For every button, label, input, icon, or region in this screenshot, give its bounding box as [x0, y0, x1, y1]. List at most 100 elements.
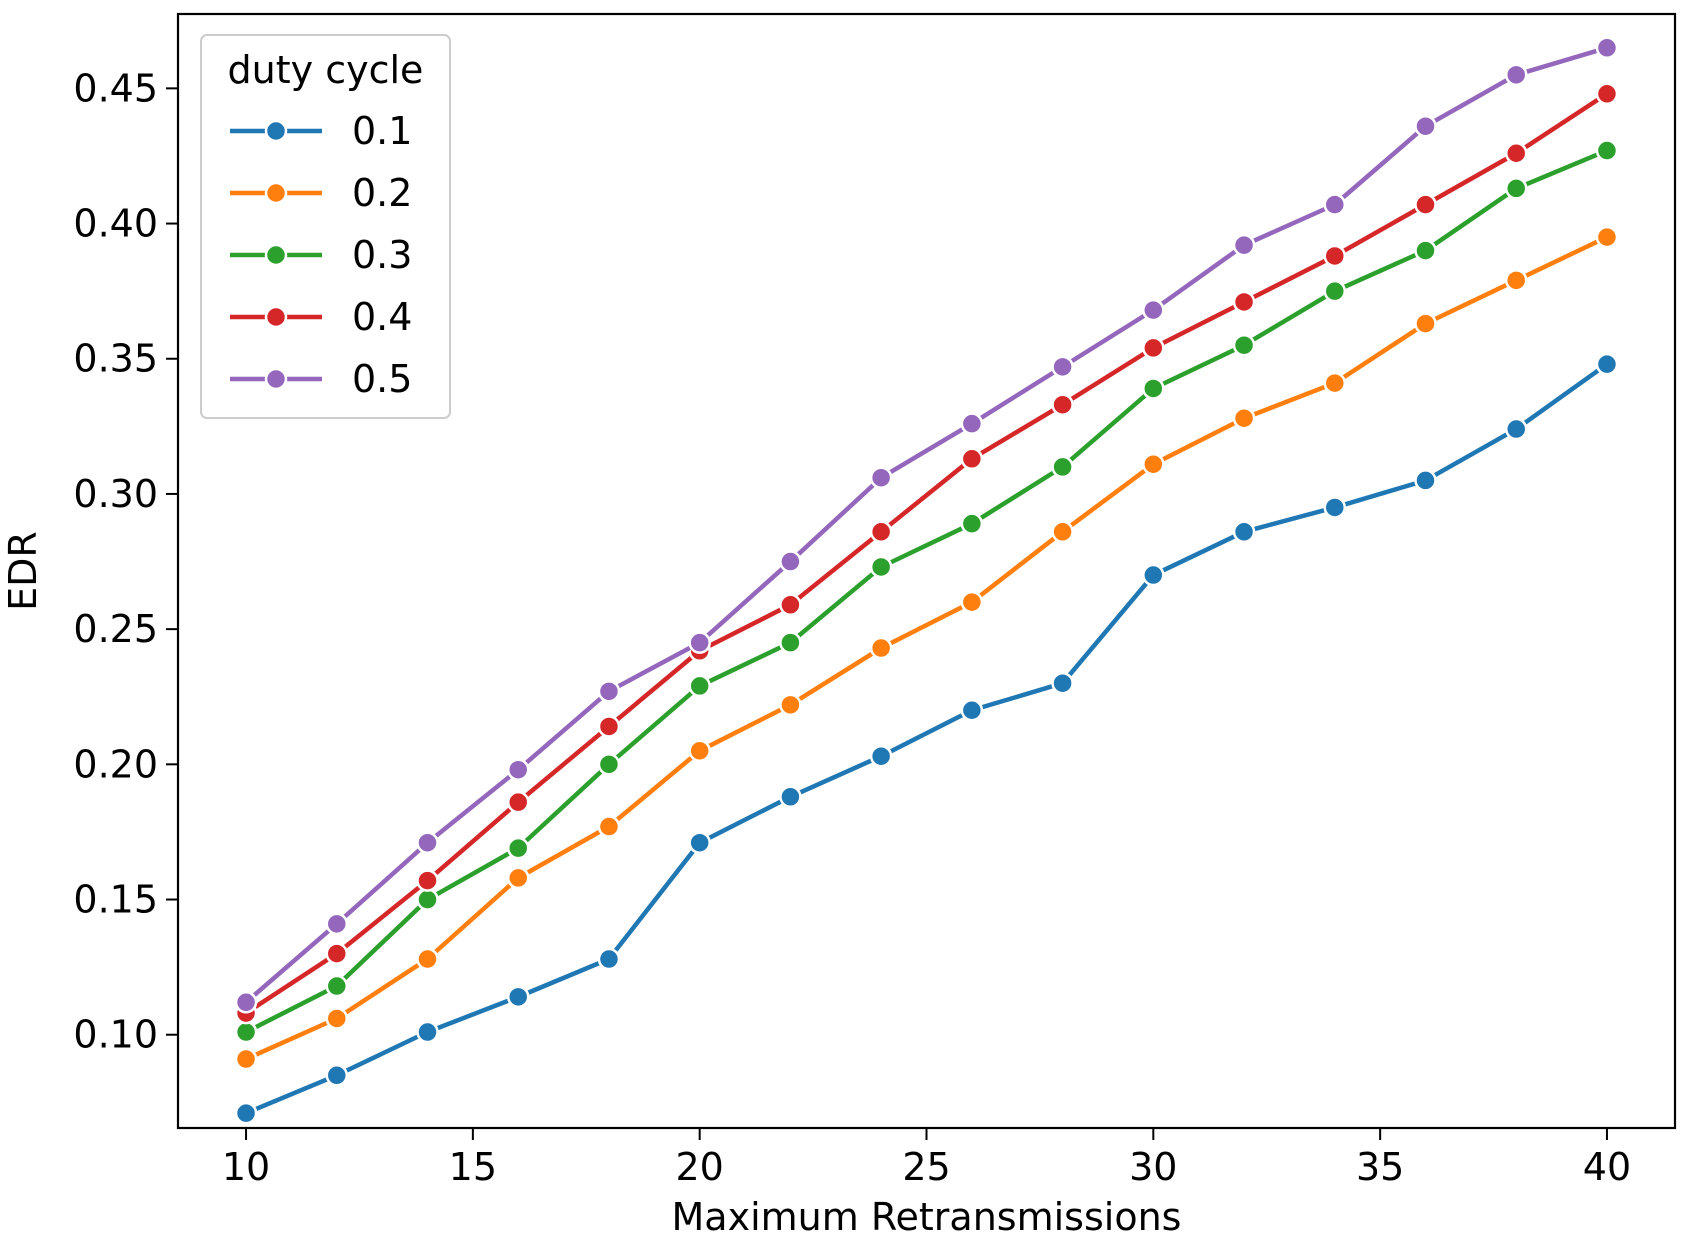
- x-tick-label: 25: [902, 1145, 950, 1189]
- y-tick-label: 0.45: [73, 66, 158, 110]
- data-point: [688, 674, 711, 698]
- data-point: [234, 1101, 258, 1125]
- legend-marker: [264, 243, 288, 267]
- data-point: [1595, 352, 1619, 376]
- data-point: [1323, 371, 1347, 395]
- data-point: [1504, 269, 1528, 292]
- data-point: [325, 1064, 349, 1087]
- data-point: [1142, 298, 1165, 322]
- y-tick-label: 0.40: [73, 202, 158, 246]
- data-point: [779, 550, 802, 573]
- data-point: [1595, 82, 1619, 106]
- legend-label: 0.5: [352, 357, 412, 401]
- data-point: [1142, 336, 1165, 360]
- y-tick-label: 0.30: [73, 472, 158, 516]
- data-point: [597, 680, 621, 703]
- data-point: [1051, 520, 1074, 544]
- data-point: [1414, 469, 1437, 492]
- x-tick-label: 10: [222, 1145, 270, 1189]
- data-point: [1504, 177, 1528, 200]
- legend-marker: [264, 181, 288, 205]
- y-tick-label: 0.25: [73, 607, 158, 651]
- data-point: [779, 785, 802, 809]
- data-point: [1595, 225, 1619, 249]
- x-tick-label: 30: [1129, 1145, 1177, 1189]
- data-point: [688, 631, 711, 654]
- x-axis: 10 15 20 25 30 35 40: [222, 1128, 1631, 1189]
- data-point: [1414, 114, 1437, 138]
- data-point: [1051, 671, 1074, 695]
- data-point: [1323, 193, 1347, 216]
- legend: duty cycle 0.1 0.2 0.3 0.4 0.5: [200, 34, 451, 419]
- data-point: [960, 512, 984, 535]
- data-point: [1232, 233, 1256, 257]
- x-tick-label: 35: [1356, 1145, 1404, 1189]
- data-point: [1142, 377, 1165, 400]
- legend-label: 0.1: [352, 109, 412, 153]
- data-point: [1142, 563, 1165, 587]
- data-point: [1051, 455, 1074, 479]
- data-point: [960, 699, 984, 722]
- data-point: [1051, 393, 1074, 416]
- data-point: [688, 739, 711, 763]
- data-point: [1414, 193, 1437, 216]
- data-point: [869, 636, 893, 660]
- data-point: [325, 912, 349, 936]
- data-point: [234, 1020, 258, 1044]
- data-point: [1504, 417, 1528, 441]
- data-point: [960, 590, 984, 614]
- data-point: [869, 520, 893, 544]
- data-point: [779, 693, 802, 717]
- y-axis-label: EDR: [1, 531, 45, 611]
- data-point: [597, 753, 621, 776]
- data-point: [869, 744, 893, 768]
- data-point: [1323, 244, 1347, 268]
- data-point: [506, 790, 530, 814]
- data-point: [597, 715, 621, 738]
- x-tick-label: 40: [1583, 1145, 1631, 1189]
- data-point: [1323, 279, 1347, 303]
- data-point: [416, 1020, 439, 1044]
- data-point: [506, 985, 530, 1009]
- data-point: [960, 447, 984, 471]
- data-point: [960, 412, 984, 435]
- data-point: [779, 593, 802, 617]
- x-axis-label: Maximum Retransmissions: [672, 1195, 1182, 1239]
- data-point: [1414, 239, 1437, 262]
- y-tick-label: 0.15: [73, 878, 158, 922]
- legend-box: [200, 34, 451, 419]
- data-point: [1051, 355, 1074, 379]
- y-tick-label: 0.35: [73, 337, 158, 381]
- y-axis: 0.10 0.15 0.20 0.25 0.30 0.35 0.40 0.45: [73, 66, 178, 1057]
- legend-title: duty cycle: [228, 48, 424, 92]
- x-tick-label: 15: [449, 1145, 497, 1189]
- data-point: [325, 942, 349, 965]
- data-point: [1504, 142, 1528, 165]
- data-point: [1232, 406, 1256, 430]
- data-point: [416, 831, 439, 854]
- data-point: [869, 466, 893, 489]
- series-layer: [234, 36, 1619, 1125]
- x-tick-label: 20: [676, 1145, 724, 1189]
- data-point: [1232, 333, 1256, 357]
- data-point: [1595, 36, 1619, 60]
- data-point: [506, 758, 530, 781]
- data-point: [416, 869, 439, 892]
- data-point: [416, 888, 439, 911]
- legend-label: 0.2: [352, 171, 412, 215]
- data-point: [1232, 520, 1256, 544]
- data-point: [1414, 312, 1437, 335]
- data-point: [506, 836, 530, 860]
- data-point: [779, 631, 802, 654]
- data-point: [597, 815, 621, 838]
- data-point: [325, 1007, 349, 1030]
- y-tick-label: 0.10: [73, 1013, 158, 1057]
- legend-label: 0.4: [352, 295, 412, 339]
- data-point: [234, 991, 258, 1014]
- legend-entries: 0.1 0.2 0.3 0.4 0.5: [230, 109, 412, 401]
- data-point: [1595, 139, 1619, 162]
- series-line: [244, 45, 1608, 1004]
- data-point: [688, 831, 711, 854]
